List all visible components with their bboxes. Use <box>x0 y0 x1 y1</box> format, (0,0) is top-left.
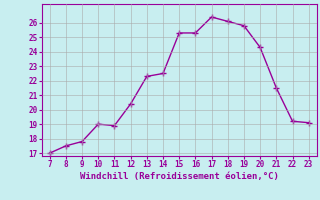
X-axis label: Windchill (Refroidissement éolien,°C): Windchill (Refroidissement éolien,°C) <box>80 172 279 181</box>
